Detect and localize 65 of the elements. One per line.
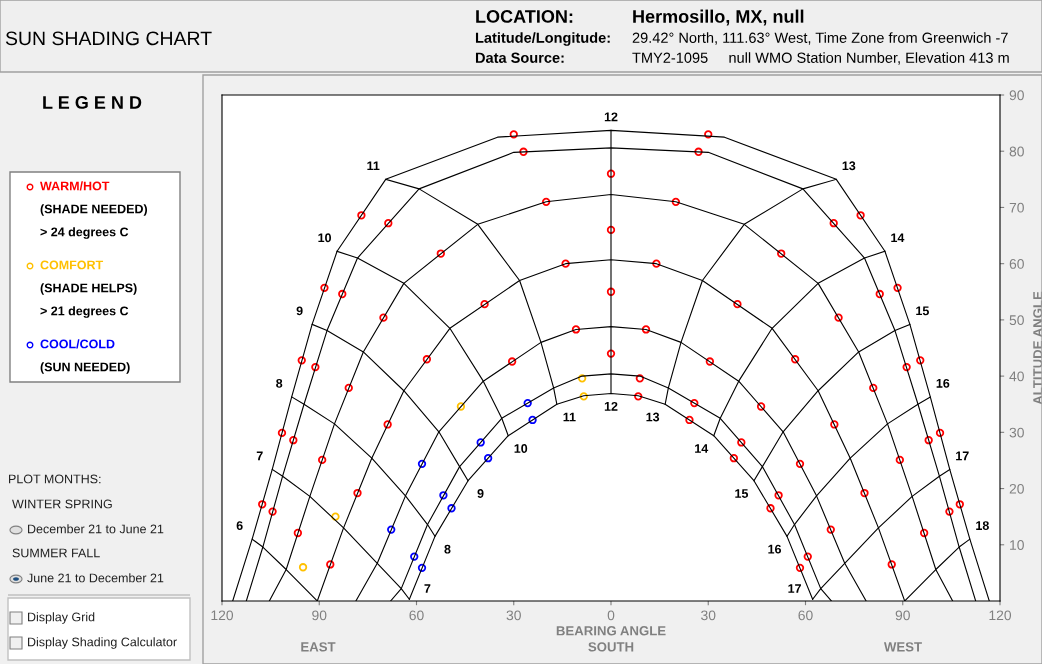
annotation: 15	[735, 489, 749, 498]
text: Display Grid	[28, 612, 95, 624]
source-note: Data Source:	[475, 52, 564, 63]
y-tick-label: 20	[1009, 483, 1024, 494]
x-tick-label: 30	[506, 610, 521, 621]
text: June 21 to December 21	[27, 573, 164, 583]
annotation: 17	[956, 451, 969, 461]
text: Latitude/Longitude:	[475, 32, 610, 46]
y-tick-label: 50	[1009, 315, 1024, 326]
text: SOUTH	[588, 642, 634, 652]
x-tick-label: 120	[989, 610, 1012, 621]
annotation: 18	[976, 521, 989, 531]
annotation: 16	[768, 544, 782, 554]
annotation: 13	[842, 161, 856, 171]
text: TMY2-1095 null WMO Station Number, Elevation 413 m	[632, 52, 1009, 65]
text: L E G E N D	[43, 96, 142, 109]
annotation: 10	[514, 444, 528, 453]
annotation: 16	[936, 378, 950, 388]
x-tick-label: 90	[312, 610, 327, 621]
x-tick-label: 60	[409, 610, 424, 621]
text: WEST	[883, 642, 922, 652]
chart-title: SUN SHADING CHART	[5, 31, 212, 46]
x-tick-label: 60	[798, 610, 813, 621]
x-tick-label: 0	[607, 610, 615, 621]
annotation: 8	[444, 544, 451, 554]
x-tick-label: 30	[701, 610, 716, 621]
legend-label: WARM/HOT (SHADE NEEDED) > 24 degrees C	[40, 181, 148, 239]
annotation: 11	[563, 412, 576, 422]
y-tick-label: 60	[1009, 259, 1024, 269]
annotation: 14	[695, 444, 709, 453]
text: WINTER SPRING	[12, 499, 112, 509]
y-tick-label: 30	[1009, 427, 1024, 438]
legend-label: COMFORT (SHADE HELPS) > 21 degrees C	[40, 260, 137, 318]
text: Display Shading Calculator	[28, 637, 177, 649]
text: 29.42° North, 111.63° West, Time Zone from Greenwich -7	[632, 32, 1008, 45]
annotation: 8	[276, 378, 283, 388]
annotation: 11	[367, 161, 380, 171]
x-tick-label: 90	[895, 610, 910, 621]
annotation: 12	[604, 112, 618, 122]
annotation: 6	[236, 521, 243, 531]
x-axis-title: BEARING ANGLE	[556, 626, 666, 636]
x-tick-label: 120	[211, 610, 234, 621]
annotation: 10	[318, 233, 332, 243]
annotation: 9	[477, 489, 484, 498]
y-tick-label: 80	[1009, 146, 1024, 157]
annotation: 9	[296, 306, 303, 316]
annotation: 13	[646, 412, 660, 422]
y-tick-label: 40	[1009, 371, 1024, 382]
annotation: 15	[916, 306, 929, 316]
y-tick-label: 70	[1009, 202, 1024, 213]
annotation: 12	[604, 401, 618, 411]
text: Hermosillo, MX, null	[633, 9, 804, 26]
text: LOCATION:	[476, 10, 573, 23]
y-axis-title: ALTITUDE ANGLE	[1033, 291, 1042, 405]
legend-label: COOL/COLD (SUN NEEDED)	[40, 339, 130, 374]
text: SUMMER FALL	[12, 548, 100, 558]
text: EAST	[301, 642, 336, 652]
y-tick-label: 10	[1010, 540, 1024, 550]
annotation: 7	[256, 451, 263, 461]
text: December 21 to June 21	[28, 524, 164, 534]
text: PLOT MONTHS:	[9, 474, 101, 484]
annotation: 14	[891, 233, 905, 243]
annotation: 7	[424, 584, 431, 593]
y-tick-label: 90	[1009, 90, 1024, 101]
annotation: 17	[788, 584, 801, 593]
